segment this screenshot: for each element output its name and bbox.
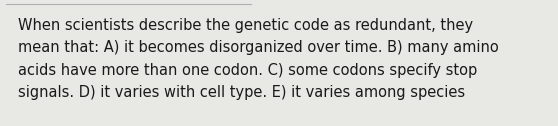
Text: When scientists describe the genetic code as redundant, they: When scientists describe the genetic cod… <box>18 18 473 33</box>
Text: acids have more than one codon. C) some codons specify stop: acids have more than one codon. C) some … <box>18 63 477 78</box>
Text: mean that: A) it becomes disorganized over time. B) many amino: mean that: A) it becomes disorganized ov… <box>18 40 499 55</box>
Text: signals. D) it varies with cell type. E) it varies among species: signals. D) it varies with cell type. E)… <box>18 86 465 101</box>
